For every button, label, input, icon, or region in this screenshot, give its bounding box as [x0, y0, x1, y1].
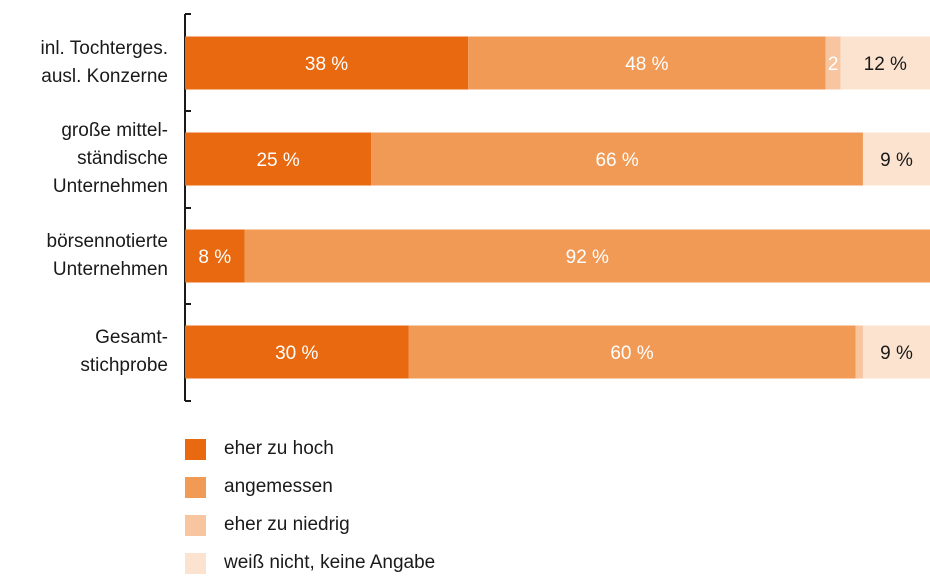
legend-swatch — [185, 438, 206, 460]
bar-segment — [840, 36, 930, 90]
bar-segment — [862, 325, 930, 379]
category-label: inl. Tochterges. ausl. Konzerne — [40, 38, 168, 87]
legend-item: eher zu hoch — [185, 430, 435, 468]
bar-segment — [185, 229, 245, 283]
data-label: 60 % — [610, 343, 653, 364]
data-label: 92 % — [566, 247, 609, 268]
legend-label: weiß nicht, keine Angabe — [224, 552, 436, 573]
data-label: 38 % — [305, 54, 348, 75]
bar-segment — [185, 325, 409, 379]
legend: eher zu hoch angemessen eher zu niedrig wei… — [185, 430, 435, 582]
data-label: 25 % — [256, 150, 299, 171]
bar-segment — [371, 132, 863, 186]
legend-label: angemessen — [224, 476, 333, 497]
bar-segment — [855, 325, 863, 379]
data-label: 66 % — [595, 150, 638, 171]
bar-segment — [244, 229, 930, 283]
category-label: Gesamt-stichprobe — [80, 327, 168, 376]
data-label: 48 % — [625, 54, 668, 75]
legend-label: eher zu niedrig — [224, 514, 350, 535]
bar-segment — [468, 36, 826, 90]
legend-swatch — [185, 476, 206, 498]
data-label: 9 % — [880, 343, 913, 364]
legend-label: eher zu hoch — [224, 438, 334, 459]
legend-swatch — [185, 552, 206, 574]
stacked-bar-chart: 38 % 48 % 2 12 % 25 % 66 % 9 % 8 % 92 % 30 % 60 % 9… — [184, 13, 930, 402]
data-label: 8 % — [198, 247, 231, 268]
category-label: große mittel-ständische Unternehmen — [52, 120, 168, 197]
legend-swatch — [185, 514, 206, 536]
bar-segment — [408, 325, 856, 379]
bar-segment — [185, 36, 469, 90]
data-label: 12 % — [864, 54, 907, 75]
data-label: 30 % — [275, 343, 318, 364]
legend-item: eher zu niedrig — [185, 506, 435, 544]
legend-item: angemessen — [185, 468, 435, 506]
category-label: börsennotierte Unternehmen — [46, 231, 168, 280]
data-label: 9 % — [880, 150, 913, 171]
data-label: 2 — [828, 54, 839, 75]
bar-segment — [825, 36, 841, 90]
bar-segment — [185, 132, 372, 186]
bar-segment — [862, 132, 930, 186]
legend-item: weiß nicht, keine Angabe — [185, 544, 435, 582]
